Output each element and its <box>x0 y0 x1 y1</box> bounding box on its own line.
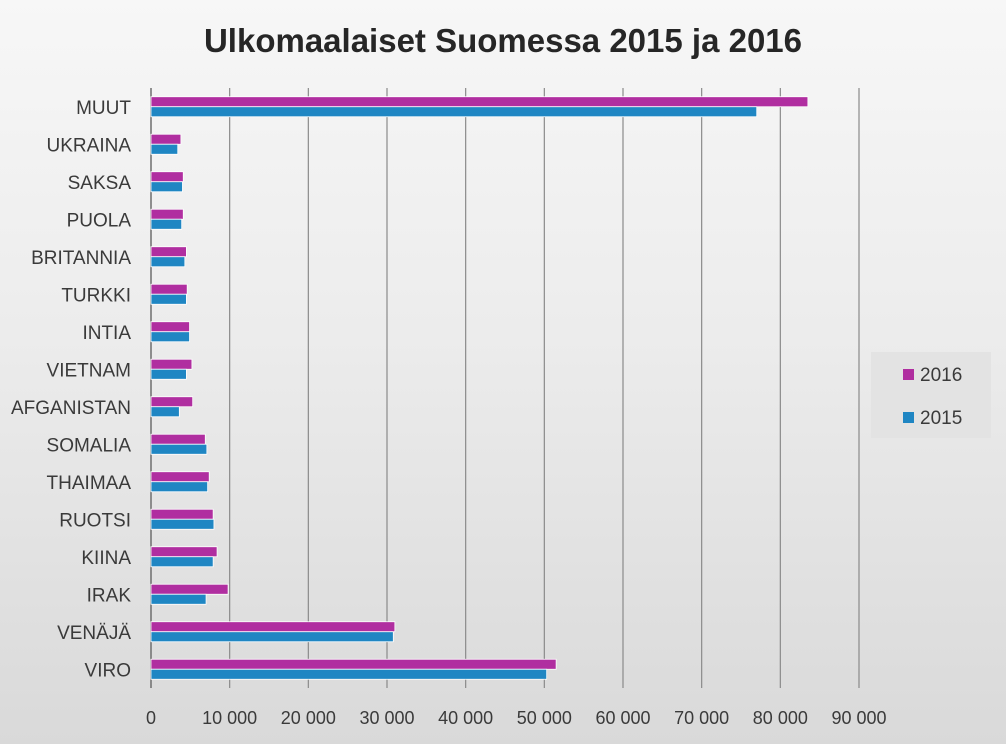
bar-2016-irak <box>150 583 229 595</box>
x-tick-label: 70 000 <box>674 708 729 728</box>
bar-2016-somalia <box>150 433 206 445</box>
x-tick-label: 30 000 <box>359 708 414 728</box>
category-labels: VIRO VENÄJÄ IRAK KIINA RUOTSI THAIMAA SOMALIA A… <box>11 98 131 682</box>
bar-2016-intia <box>150 321 190 333</box>
x-tick-label: 20 000 <box>281 708 336 728</box>
bar-2015-muut <box>150 106 758 118</box>
bar-2015-intia <box>150 331 190 343</box>
bar-2016-britannia <box>150 246 187 258</box>
bar-2015-ruotsi <box>150 518 215 530</box>
gridlines <box>150 88 860 688</box>
bar-2016-saksa <box>150 171 184 183</box>
bar-2015-irak <box>150 593 207 605</box>
bar-2016-ruotsi <box>150 508 214 520</box>
category-label: TURKKI <box>61 285 131 306</box>
bar-2016-venäjä <box>150 621 396 633</box>
bar-2016-afganistan <box>150 396 194 408</box>
legend: 2016 2015 <box>871 352 991 438</box>
legend-label-2016: 2016 <box>920 365 962 386</box>
bar-2015-venäjä <box>150 631 394 643</box>
category-label: IRAK <box>87 585 132 606</box>
bars <box>150 96 809 680</box>
bar-2016-vietnam <box>150 358 193 370</box>
legend-label-2015: 2015 <box>920 408 962 429</box>
x-tick-label: 80 000 <box>753 708 808 728</box>
bar-2015-somalia <box>150 443 208 455</box>
bar-2015-afganistan <box>150 406 180 418</box>
category-label: MUUT <box>76 98 131 119</box>
x-tick-label: 50 000 <box>517 708 572 728</box>
x-tick-labels: 0 10 000 20 000 30 000 40 000 50 000 60 000 70 … <box>146 708 887 728</box>
chart-title: Ulkomaalaiset Suomessa 2015 ja 2016 <box>204 22 802 59</box>
category-label: VIRO <box>85 660 131 681</box>
category-label: PUOLA <box>67 210 132 231</box>
bar-2016-thaimaa <box>150 471 210 483</box>
bar-2016-ukraina <box>150 133 182 145</box>
x-tick-label: 0 <box>146 708 156 728</box>
category-label: UKRAINA <box>47 135 132 156</box>
bar-2016-turkki <box>150 283 188 295</box>
category-label: INTIA <box>82 323 131 344</box>
legend-box <box>871 352 991 438</box>
bar-2015-thaimaa <box>150 481 209 493</box>
category-label: SAKSA <box>68 173 132 194</box>
x-tick-label: 40 000 <box>438 708 493 728</box>
x-tick-label: 90 000 <box>831 708 886 728</box>
category-label: VIETNAM <box>47 360 131 381</box>
legend-swatch-2015 <box>903 412 914 423</box>
category-label: BRITANNIA <box>31 248 131 269</box>
category-label: SOMALIA <box>47 435 132 456</box>
bar-2015-kiina <box>150 556 214 568</box>
bar-2016-puola <box>150 208 184 220</box>
x-tick-label: 10 000 <box>202 708 257 728</box>
category-label: RUOTSI <box>59 510 131 531</box>
bar-2015-turkki <box>150 293 187 305</box>
legend-swatch-2016 <box>903 369 914 380</box>
category-label: VENÄJÄ <box>57 623 131 644</box>
bar-2015-saksa <box>150 181 183 193</box>
bar-2015-vietnam <box>150 368 187 380</box>
bar-2016-kiina <box>150 546 218 558</box>
bar-2015-puola <box>150 218 183 230</box>
bar-2015-viro <box>150 668 548 680</box>
category-label: KIINA <box>81 548 131 569</box>
category-label: THAIMAA <box>47 473 132 494</box>
bar-2015-ukraina <box>150 143 179 155</box>
bar-2015-britannia <box>150 256 186 268</box>
bar-2016-viro <box>150 658 557 670</box>
x-tick-label: 60 000 <box>595 708 650 728</box>
category-label: AFGANISTAN <box>11 398 131 419</box>
bar-2016-muut <box>150 96 809 108</box>
